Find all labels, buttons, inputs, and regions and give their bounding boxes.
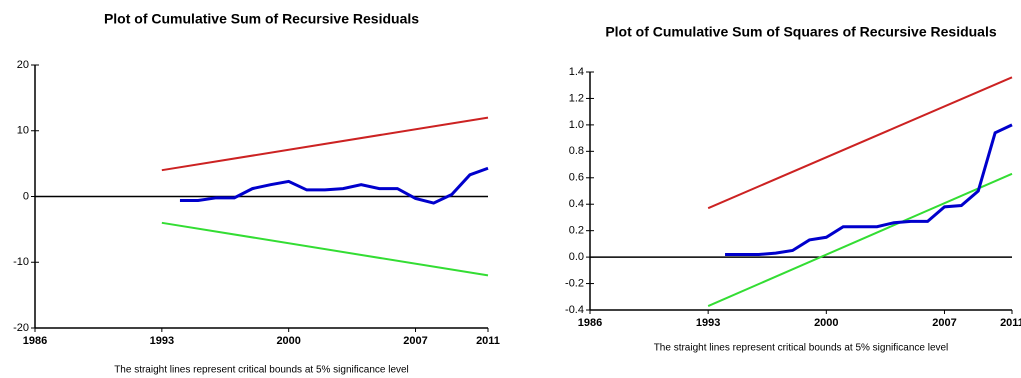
x-tick-label: 2000 (276, 335, 300, 347)
footnote: The straight lines represent critical bo… (114, 365, 409, 376)
x-tick-label: 1993 (696, 317, 720, 329)
series-line (161, 116, 489, 172)
y-tick-label: 10 (17, 125, 29, 137)
y-tick-label: -0.4 (565, 304, 584, 316)
series-line (179, 166, 489, 205)
chart-title: Plot of Cumulative Sum of Squares of Rec… (605, 24, 997, 40)
x-tick-label: 2011 (1000, 317, 1021, 329)
y-tick-label: 0.2 (569, 225, 584, 237)
x-tick-label: 2000 (814, 317, 838, 329)
y-tick-label: 1.2 (569, 92, 584, 104)
y-tick-label: 0 (23, 190, 29, 202)
series-line (725, 123, 1013, 256)
y-tick-label: 0.4 (569, 198, 584, 210)
x-tick-label: 1986 (578, 317, 602, 329)
x-tick-label: 2007 (932, 317, 956, 329)
chart-title: Plot of Cumulative Sum of Recursive Resi… (104, 11, 419, 27)
y-tick-label: 20 (17, 59, 29, 71)
series-line (707, 172, 1013, 307)
x-tick-label: 2007 (403, 335, 427, 347)
y-tick-label: 0.8 (569, 145, 584, 157)
y-tick-label: -10 (13, 256, 29, 268)
y-tick-label: -20 (13, 322, 29, 334)
y-tick-label: 1.0 (569, 119, 584, 131)
y-tick-label: 0.0 (569, 251, 584, 263)
series-line (707, 76, 1013, 210)
y-tick-label: 1.4 (569, 66, 584, 78)
footnote: The straight lines represent critical bo… (654, 343, 949, 354)
y-tick-label: -0.2 (565, 277, 584, 289)
x-tick-label: 1986 (23, 335, 47, 347)
x-tick-label: 1993 (150, 335, 174, 347)
series-line (161, 221, 489, 277)
y-tick-label: 0.6 (569, 172, 584, 184)
x-tick-label: 2011 (476, 335, 500, 347)
